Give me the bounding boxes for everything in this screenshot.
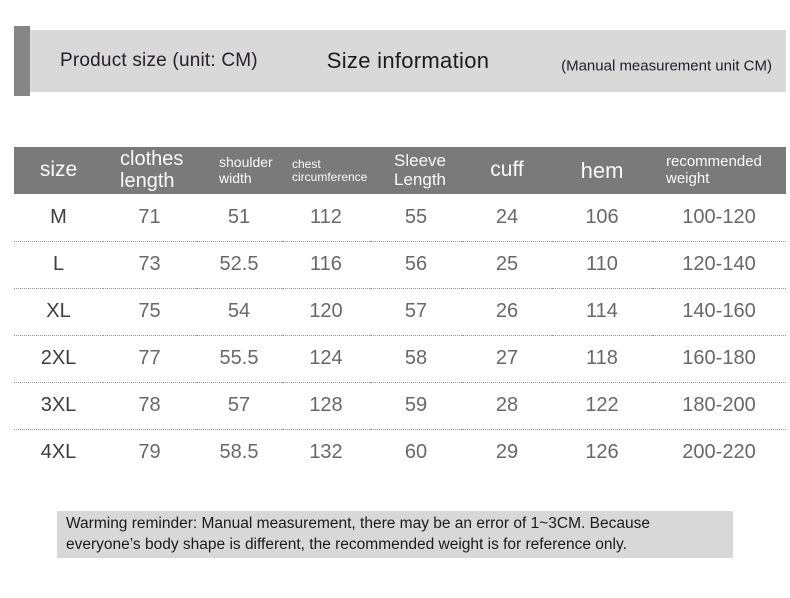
table-cell: 55 xyxy=(370,194,462,242)
column-header-size: size xyxy=(39,158,78,182)
column-header-hem: hem xyxy=(580,157,624,183)
table-row-xl: XL 75 54 120 57 26 114 140-160 xyxy=(14,288,786,336)
table-cell: 77 xyxy=(103,335,196,383)
table-cell: 126 xyxy=(585,441,619,464)
table-cell: 52.5 xyxy=(196,241,282,289)
table-cell: 55.5 xyxy=(196,335,282,383)
table-cell: 24 xyxy=(462,194,552,242)
table-cell: 106 xyxy=(552,194,652,242)
table-cell: 118 xyxy=(552,335,652,383)
table-row-3xl: 3XL 78 57 128 59 28 122 180-200 xyxy=(14,382,786,430)
table-cell: 75 xyxy=(103,288,196,336)
table-cell: 112 xyxy=(282,194,370,242)
table-cell: 122 xyxy=(552,382,652,430)
table-cell: 3XL xyxy=(14,382,103,430)
column-header-sleeve-length: Sleeve Length xyxy=(394,151,446,189)
table-row-4xl: 4XL 79 58.5 132 60 29 126 200-220 xyxy=(14,429,786,476)
table-cell: 27 xyxy=(462,335,552,383)
column-header-chest-circumference: chest circumference xyxy=(292,156,368,184)
table-cell: 25 xyxy=(462,241,552,289)
table-cell: 116 xyxy=(282,241,370,289)
table-cell: 79 xyxy=(138,441,161,464)
column-header-recommended-weight: recommended weight xyxy=(666,153,762,187)
warning-reminder-box: Warming reminder: Manual measurement, th… xyxy=(57,511,733,559)
table-cell: 58 xyxy=(370,335,462,383)
table-cell: 160-180 xyxy=(652,335,786,383)
header-bar: Product size (unit: CM) Size information… xyxy=(14,26,786,96)
table-row-m: M 71 51 112 55 24 106 100-120 xyxy=(14,194,786,242)
header-accent-bar xyxy=(14,26,30,96)
table-cell: 100-120 xyxy=(652,194,786,242)
table-cell: 200-220 xyxy=(682,441,756,464)
column-header-shoulder-width: shoulder width xyxy=(219,154,273,186)
table-row-2xl: 2XL 77 55.5 124 58 27 118 160-180 xyxy=(14,335,786,383)
table-cell: 180-200 xyxy=(652,382,786,430)
measurement-note: (Manual measurement unit CM) xyxy=(561,57,772,75)
table-cell: 56 xyxy=(370,241,462,289)
table-cell: 58.5 xyxy=(219,441,259,464)
table-cell: 120-140 xyxy=(652,241,786,289)
table-cell: 120 xyxy=(282,288,370,336)
table-cell: 4XL xyxy=(40,441,77,464)
size-table-header: size clothes length shoulder width chest… xyxy=(14,147,786,195)
size-table: size clothes length shoulder width chest… xyxy=(14,147,786,476)
table-cell: 29 xyxy=(495,441,519,464)
size-table-body: M 71 51 112 55 24 106 100-120 L 73 52.5 … xyxy=(14,194,786,476)
column-header-cuff: cuff xyxy=(490,158,524,182)
table-cell: 26 xyxy=(462,288,552,336)
table-cell: L xyxy=(14,241,103,289)
table-cell: 57 xyxy=(370,288,462,336)
table-cell: 132 xyxy=(309,441,343,464)
header-strip: Product size (unit: CM) Size information… xyxy=(30,30,786,92)
table-cell: 124 xyxy=(282,335,370,383)
table-cell: 73 xyxy=(103,241,196,289)
table-cell: 114 xyxy=(552,288,652,336)
product-size-title: Product size (unit: CM) xyxy=(60,50,258,71)
page-title: Size information xyxy=(326,48,490,73)
table-row-l: L 73 52.5 116 56 25 110 120-140 xyxy=(14,241,786,289)
table-cell: 60 xyxy=(404,441,428,464)
table-cell: M xyxy=(14,194,103,242)
table-cell: XL xyxy=(14,288,103,336)
table-cell: 28 xyxy=(462,382,552,430)
table-cell: 2XL xyxy=(14,335,103,383)
table-cell: 57 xyxy=(196,382,282,430)
table-cell: 128 xyxy=(282,382,370,430)
table-cell: 71 xyxy=(103,194,196,242)
table-cell: 78 xyxy=(103,382,196,430)
table-cell: 51 xyxy=(196,194,282,242)
warning-text: Warming reminder: Manual measurement, th… xyxy=(66,515,650,554)
table-cell: 54 xyxy=(196,288,282,336)
header-row: size clothes length shoulder width chest… xyxy=(14,147,786,195)
table-cell: 140-160 xyxy=(652,288,786,336)
column-header-clothes-length: clothes length xyxy=(120,148,184,192)
table-cell: 110 xyxy=(552,241,652,289)
table-cell: 59 xyxy=(370,382,462,430)
size-chart-page: Product size (unit: CM) Size information… xyxy=(0,26,790,598)
